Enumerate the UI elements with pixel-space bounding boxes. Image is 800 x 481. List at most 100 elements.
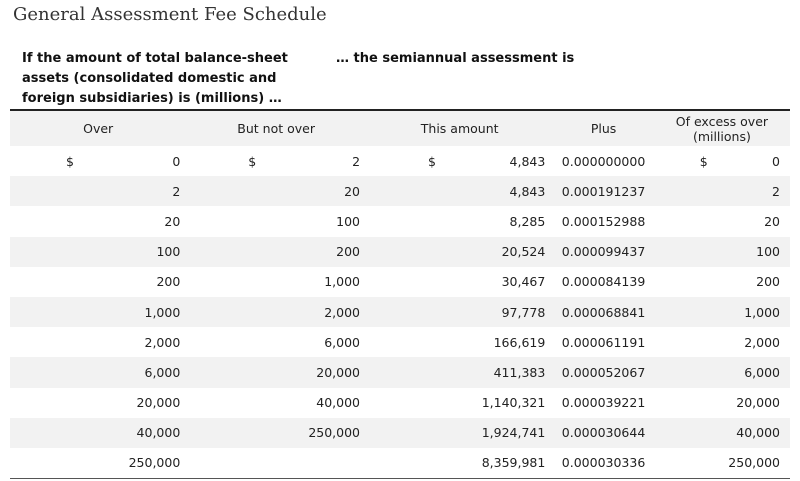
cell-over: 250,000 xyxy=(128,455,181,471)
currency-symbol xyxy=(186,236,287,267)
currency-symbol xyxy=(186,448,286,479)
cell-over: 0 xyxy=(172,153,181,169)
cell-this-amount: 4,843 xyxy=(461,176,554,207)
table-row: 250,000 8,359,981 0.000030336 250,000 xyxy=(10,448,790,479)
cell-this-amount: 30,467 xyxy=(501,274,546,290)
currency-symbol xyxy=(186,267,286,297)
currency-symbol: $ xyxy=(66,153,74,169)
currency-symbol xyxy=(186,206,286,236)
currency-symbol xyxy=(366,388,462,418)
cell-this-amount: 166,619 xyxy=(493,334,546,350)
currency-symbol xyxy=(366,417,462,448)
currency-symbol xyxy=(366,267,462,297)
cell-but-not-over: 20 xyxy=(286,176,367,207)
cell-this-amount: 4,843 xyxy=(509,153,546,169)
asset-range-header: If the amount of total balance-sheet ass… xyxy=(22,51,288,106)
currency-symbol xyxy=(10,236,101,267)
cell-this-amount: 1,924,741 xyxy=(461,417,554,448)
currency-symbol xyxy=(654,388,729,418)
cell-over: 200 xyxy=(156,274,181,290)
col-header-over: Over xyxy=(10,110,187,146)
currency-symbol xyxy=(653,296,729,328)
cell-plus: 0.000191237 xyxy=(553,176,654,207)
cell-but-not-over: 100 xyxy=(336,213,361,229)
cell-excess-over: 20,000 xyxy=(736,395,780,411)
table-row: 200 1,000 30,467 0.000084139 200 xyxy=(10,267,790,297)
cell-but-not-over: 2,000 xyxy=(286,296,367,328)
currency-symbol xyxy=(10,357,101,388)
cell-excess-over: 6,000 xyxy=(728,357,790,388)
cell-but-not-over: 250,000 xyxy=(286,417,367,448)
currency-symbol xyxy=(654,327,729,357)
cell-over: 40,000 xyxy=(100,417,187,448)
cell-over: 20,000 xyxy=(136,395,181,411)
cell-plus: 0.000068841 xyxy=(553,296,654,328)
currency-symbol xyxy=(10,206,101,236)
currency-symbol xyxy=(186,357,287,388)
currency-symbol xyxy=(654,206,729,236)
page-title: General Assessment Fee Schedule xyxy=(13,4,327,25)
currency-symbol xyxy=(186,296,287,328)
cell-but-not-over: 20,000 xyxy=(286,357,367,388)
currency-symbol xyxy=(366,296,462,328)
cell-over: 1,000 xyxy=(100,296,187,328)
col-header-this-amount: This amount xyxy=(366,110,554,146)
currency-symbol xyxy=(10,327,101,357)
cell-plus: 0.000030336 xyxy=(561,455,646,471)
currency-symbol xyxy=(654,448,729,479)
table-row: 20,000 40,000 1,140,321 0.000039221 20,000 xyxy=(10,388,790,418)
currency-symbol xyxy=(653,357,729,388)
cell-but-not-over: 6,000 xyxy=(324,334,361,350)
currency-symbol xyxy=(366,176,462,207)
cell-but-not-over: 1,000 xyxy=(324,274,361,290)
cell-excess-over: 250,000 xyxy=(728,455,780,471)
cell-excess-over: 40,000 xyxy=(728,417,790,448)
col-header-plus: Plus xyxy=(553,110,654,146)
col-header-but-not-over: But not over xyxy=(186,110,367,146)
currency-symbol xyxy=(653,176,729,207)
table-row: 2 20 4,843 0.000191237 2 xyxy=(10,176,790,207)
cell-over: 2,000 xyxy=(144,334,181,350)
cell-plus: 0.000152988 xyxy=(561,213,646,229)
currency-symbol: $ xyxy=(248,153,257,169)
currency-symbol xyxy=(10,388,101,418)
cell-this-amount: 1,140,321 xyxy=(481,395,546,411)
cell-but-not-over: 2 xyxy=(352,153,361,169)
currency-symbol xyxy=(186,417,287,448)
currency-symbol xyxy=(366,206,462,236)
fee-schedule-body: $0 $2 $4,843 0.000000000 $0 2 20 4,843 0.0001912… xyxy=(10,146,790,479)
cell-over: 2 xyxy=(100,176,187,207)
cell-this-amount: 8,285 xyxy=(509,213,546,229)
cell-but-not-over xyxy=(286,448,366,479)
assessment-header: … the semiannual assessment is xyxy=(336,51,575,66)
cell-excess-over: 100 xyxy=(728,236,790,267)
currency-symbol xyxy=(186,176,287,207)
cell-this-amount: 20,524 xyxy=(461,236,554,267)
currency-symbol xyxy=(10,417,101,448)
cell-excess-over: 2 xyxy=(728,176,790,207)
table-row: 1,000 2,000 97,778 0.000068841 1,000 xyxy=(10,296,790,328)
table-row: $0 $2 $4,843 0.000000000 $0 xyxy=(10,146,790,176)
table-row: 100 200 20,524 0.000099437 100 xyxy=(10,236,790,267)
table-row: 6,000 20,000 411,383 0.000052067 6,000 xyxy=(10,357,790,388)
cell-plus: 0.000084139 xyxy=(561,274,646,290)
fee-schedule-table: Over But not over This amount Plus Of ex… xyxy=(10,109,790,480)
currency-symbol: $ xyxy=(699,153,708,169)
cell-over: 6,000 xyxy=(100,357,187,388)
cell-but-not-over: 40,000 xyxy=(316,395,361,411)
cell-plus: 0.000000000 xyxy=(561,153,646,169)
cell-this-amount: 8,359,981 xyxy=(481,455,546,471)
cell-this-amount: 97,778 xyxy=(461,296,554,328)
cell-over: 100 xyxy=(100,236,187,267)
currency-symbol xyxy=(366,327,462,357)
cell-excess-over: 200 xyxy=(756,274,780,290)
currency-symbol xyxy=(366,448,462,479)
column-header-row: Over But not over This amount Plus Of ex… xyxy=(10,110,790,146)
currency-symbol xyxy=(10,176,101,207)
currency-symbol xyxy=(186,388,286,418)
currency-symbol xyxy=(654,267,729,297)
currency-symbol xyxy=(10,267,101,297)
cell-excess-over: 1,000 xyxy=(728,296,790,328)
cell-plus: 0.000030644 xyxy=(553,417,654,448)
cell-this-amount: 411,383 xyxy=(461,357,554,388)
